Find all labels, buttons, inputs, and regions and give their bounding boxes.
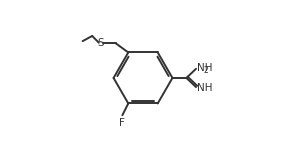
Text: F: F xyxy=(120,118,125,128)
Text: NH: NH xyxy=(196,63,212,73)
Text: 2: 2 xyxy=(204,66,208,75)
Text: S: S xyxy=(97,38,104,48)
Text: NH: NH xyxy=(196,82,212,93)
